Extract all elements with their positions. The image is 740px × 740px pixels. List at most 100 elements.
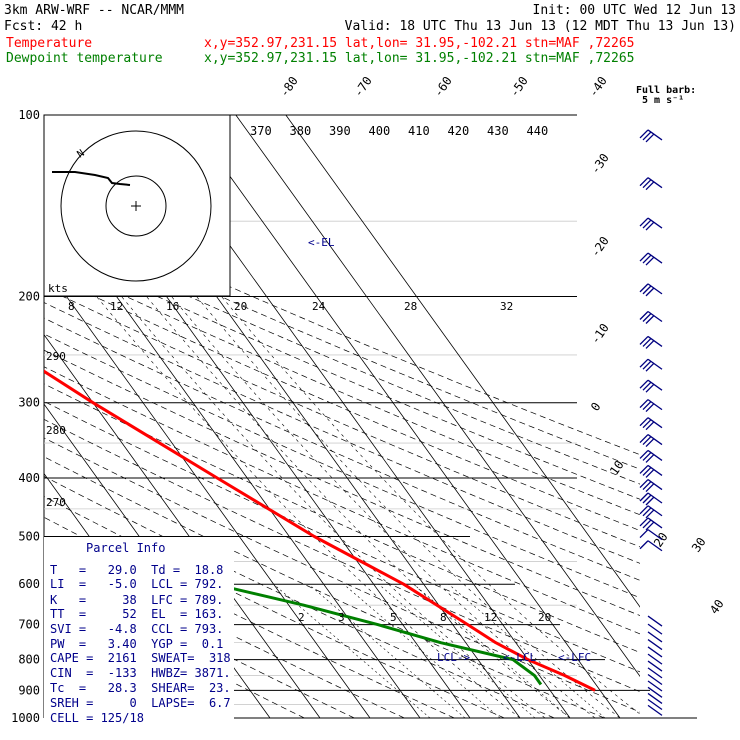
isotherm <box>44 333 321 719</box>
pressure-tick-label: 800 <box>18 653 40 667</box>
legend-temperature-name: Temperature <box>6 36 92 51</box>
hodograph-units: kts <box>48 282 68 295</box>
wind-barb <box>647 673 663 686</box>
dry-adiabat <box>44 349 640 616</box>
barb-staff <box>647 505 663 517</box>
model-title: 3km ARW-WRF -- NCAR/MMM <box>4 3 184 18</box>
theta-label: 400 <box>369 124 391 138</box>
wind-barb <box>647 686 663 698</box>
wind-barb <box>639 492 663 506</box>
barb-flag <box>642 285 652 295</box>
barb-flag <box>639 505 649 515</box>
barb-flag <box>645 181 655 191</box>
temperature-tick-label: 10 <box>607 458 627 478</box>
dry-adiabat <box>44 400 640 673</box>
barb-flag <box>642 254 652 264</box>
wind-barb <box>647 653 663 665</box>
hodo-side-label: 280 <box>46 424 66 437</box>
lcl-annotation: LCL-> <box>437 651 470 664</box>
wind-barb <box>647 631 663 643</box>
barb-flag <box>639 434 649 444</box>
moist-adiabat <box>171 296 596 719</box>
wind-barb <box>639 177 663 191</box>
legend-dewpoint-name: Dewpoint temperature <box>6 51 163 66</box>
wind-barb <box>647 667 663 679</box>
theta-label: 370 <box>250 124 272 138</box>
barb-flag <box>639 464 649 474</box>
parcel-row: TT = 52 EL = 163. <box>50 607 223 621</box>
barb-flag <box>642 337 652 347</box>
barb-staff <box>647 177 663 189</box>
barb-flag <box>645 483 655 493</box>
pressure-tick-label: 200 <box>18 290 40 304</box>
barb-flag <box>642 179 652 189</box>
theta-label: 440 <box>527 124 549 138</box>
theta-label: 430 <box>487 124 509 138</box>
barb-flag <box>645 287 655 297</box>
barb-flag <box>639 177 649 187</box>
mixing-ratio-label: 20 <box>538 611 551 624</box>
parcel-row: CELL = 125/18 <box>50 711 144 725</box>
moist-adiabat <box>196 296 621 719</box>
wind-barbs <box>639 129 663 716</box>
barb-flag <box>639 252 649 262</box>
barb-flag <box>645 362 655 372</box>
mixing-ratio-line <box>273 583 431 719</box>
temperature-tick-label: -40 <box>586 74 610 100</box>
wind-barb <box>639 449 663 463</box>
temperature-tick-label: -20 <box>588 234 612 260</box>
barb-flag <box>645 521 655 531</box>
parcel-row: CIN = -133 HWBZ= 3871. <box>50 666 231 680</box>
barb-flag <box>642 481 652 491</box>
barb-flag <box>645 509 655 519</box>
wind-barb <box>639 358 663 372</box>
barb-staff <box>647 698 663 711</box>
barb-flag <box>645 496 655 506</box>
moist-adiabat <box>96 296 521 719</box>
temperature-tick-label: 40 <box>707 597 727 617</box>
barb-staff <box>647 479 663 491</box>
dry-adiabat <box>44 333 640 599</box>
barb-staff <box>647 399 663 411</box>
barb-flag <box>645 421 655 431</box>
barb-flag <box>642 360 652 370</box>
barb-flag <box>645 133 655 143</box>
barb-flag <box>642 313 652 322</box>
isotherm <box>185 115 621 719</box>
dewpoint-profile <box>44 552 543 686</box>
wind-barb <box>639 310 663 324</box>
mixing-ratio-label: 8 <box>440 611 447 624</box>
dry-adiabat <box>44 302 640 564</box>
barb-staff <box>647 464 663 476</box>
wind-barb <box>647 660 663 672</box>
temperature-tick-label: 0 <box>588 400 604 414</box>
barb-staff <box>647 335 663 347</box>
barb-staff <box>647 310 663 323</box>
wind-barb <box>639 217 663 231</box>
lcl-annotation-right: <-LCL <box>503 651 536 664</box>
barb-staff <box>647 639 663 651</box>
parcel-row: T = 29.0 Td = 18.8 <box>50 563 223 577</box>
barb-staff <box>647 615 663 627</box>
barb-staff <box>647 517 663 529</box>
parcel-info-title: Parcel Info <box>86 541 165 555</box>
hodo-ring-label: 24 <box>312 300 326 313</box>
barb-flag <box>639 335 649 345</box>
dry-adiabat <box>44 215 640 470</box>
parcel-info-box: Parcel Info T = 29.0 Td = 18.8 LI = -5.0… <box>44 537 234 727</box>
dry-adiabat <box>44 418 640 693</box>
barb-flag <box>639 492 649 502</box>
barb-staff <box>647 252 663 264</box>
wind-barb <box>647 704 663 716</box>
theta-label: 420 <box>448 124 470 138</box>
barb-staff <box>647 449 663 461</box>
barb-flag <box>642 466 652 476</box>
mixing-ratio-line <box>448 583 606 719</box>
wind-barb <box>639 505 663 519</box>
temperature-profile <box>44 369 596 692</box>
wind-barb <box>639 129 663 143</box>
barb-flag <box>645 453 655 463</box>
mixing-ratio-label: 5 <box>390 611 397 624</box>
pressure-tick-label: 900 <box>18 683 40 697</box>
parcel-row: PW = 3.40 YGP = 0.1 <box>50 637 223 651</box>
